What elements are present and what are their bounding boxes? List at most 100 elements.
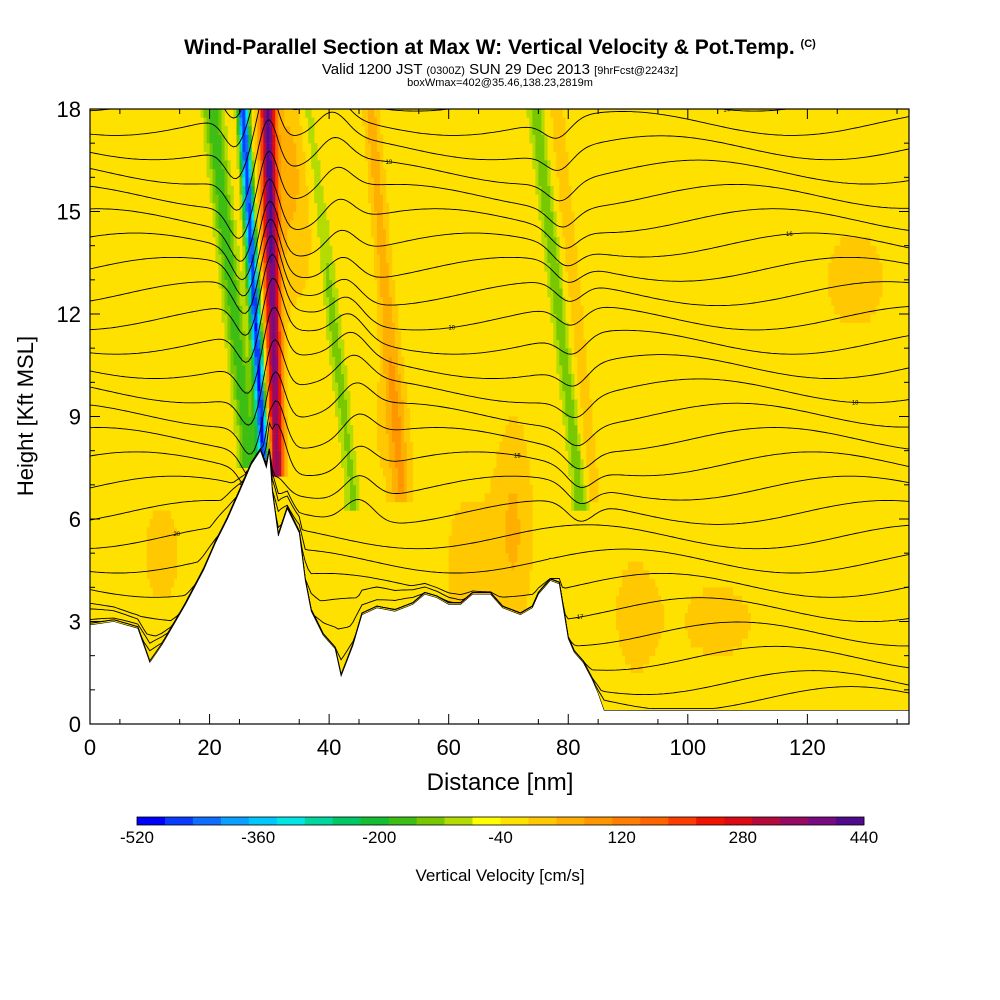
velocity-cell bbox=[514, 476, 518, 486]
velocity-cell bbox=[490, 587, 494, 597]
velocity-cell bbox=[302, 203, 306, 212]
velocity-cell bbox=[460, 578, 464, 588]
velocity-cell bbox=[565, 425, 569, 434]
velocity-cell bbox=[167, 561, 171, 571]
velocity-cell bbox=[654, 630, 659, 639]
velocity-cell bbox=[296, 237, 300, 246]
theta-contour-line bbox=[90, 253, 909, 336]
velocity-cell bbox=[870, 262, 874, 272]
velocity-cell bbox=[344, 408, 348, 417]
velocity-cell bbox=[580, 305, 584, 315]
velocity-cell bbox=[382, 356, 387, 366]
velocity-cell bbox=[828, 279, 832, 289]
velocity-cell bbox=[332, 296, 336, 306]
velocity-cell bbox=[729, 604, 733, 614]
velocity-cell bbox=[376, 185, 381, 195]
velocity-cell bbox=[293, 143, 297, 152]
velocity-cell bbox=[487, 553, 491, 562]
velocity-cell bbox=[846, 237, 850, 246]
velocity-cell bbox=[266, 117, 270, 127]
velocity-cell bbox=[326, 322, 330, 332]
velocity-cell bbox=[583, 484, 587, 494]
velocity-cell bbox=[254, 134, 258, 144]
velocity-cell bbox=[269, 177, 273, 187]
velocity-cell bbox=[460, 527, 464, 537]
velocity-cell bbox=[535, 151, 539, 161]
velocity-cell bbox=[493, 561, 497, 571]
velocity-cell bbox=[397, 493, 402, 503]
velocity-cell bbox=[505, 459, 509, 468]
velocity-cell bbox=[478, 510, 482, 520]
colorbar-swatch bbox=[332, 817, 361, 825]
velocity-cell bbox=[559, 365, 563, 375]
velocity-cell bbox=[526, 459, 530, 468]
velocity-cell bbox=[864, 288, 868, 298]
velocity-cell bbox=[571, 399, 575, 409]
velocity-cell bbox=[374, 126, 378, 135]
velocity-cell bbox=[571, 501, 575, 511]
velocity-cell bbox=[269, 109, 273, 118]
velocity-cell bbox=[616, 595, 620, 605]
velocity-cell bbox=[287, 296, 291, 306]
velocity-cell bbox=[275, 459, 279, 468]
velocity-cell bbox=[227, 160, 231, 170]
velocity-cell bbox=[329, 245, 333, 255]
velocity-cell bbox=[400, 390, 405, 400]
velocity-cell bbox=[843, 245, 847, 255]
velocity-cell bbox=[397, 373, 402, 383]
velocity-cell bbox=[329, 288, 333, 298]
velocity-cell bbox=[379, 151, 384, 161]
velocity-cell bbox=[308, 134, 312, 144]
velocity-cell bbox=[155, 536, 160, 545]
velocity-cell bbox=[625, 630, 629, 639]
velocity-cell bbox=[735, 638, 739, 648]
velocity-cell bbox=[248, 271, 252, 281]
velocity-cell bbox=[634, 578, 638, 588]
velocity-cell bbox=[314, 177, 318, 187]
velocity-cell bbox=[651, 595, 656, 605]
velocity-cell bbox=[472, 561, 476, 571]
velocity-cell bbox=[263, 160, 267, 170]
velocity-cell bbox=[637, 655, 641, 665]
velocity-cell bbox=[628, 655, 632, 665]
velocity-cell bbox=[834, 288, 838, 298]
velocity-cell bbox=[260, 331, 264, 340]
velocity-cell bbox=[493, 536, 497, 545]
velocity-cell bbox=[320, 203, 324, 212]
velocity-cell bbox=[382, 365, 387, 375]
colorbar-tick-label: -40 bbox=[488, 828, 513, 847]
velocity-cell bbox=[161, 578, 165, 588]
velocity-cell bbox=[394, 442, 399, 451]
velocity-cell bbox=[397, 339, 402, 349]
velocity-cell bbox=[619, 587, 623, 597]
velocity-cell bbox=[457, 544, 461, 554]
velocity-cell bbox=[568, 237, 572, 246]
velocity-cell bbox=[532, 151, 536, 161]
velocity-cell bbox=[547, 160, 551, 170]
velocity-cell bbox=[526, 536, 530, 545]
velocity-cell bbox=[248, 296, 252, 306]
velocity-cell bbox=[523, 442, 527, 451]
velocity-cell bbox=[344, 382, 348, 392]
velocity-cell bbox=[155, 527, 160, 537]
velocity-cell bbox=[374, 254, 378, 263]
velocity-cell bbox=[248, 390, 252, 400]
velocity-cell bbox=[837, 305, 841, 315]
velocity-cell bbox=[490, 578, 494, 588]
velocity-cell bbox=[511, 501, 515, 511]
velocity-cell bbox=[245, 322, 249, 332]
colorbar-swatch bbox=[220, 817, 250, 825]
velocity-cell bbox=[403, 467, 408, 477]
velocity-cell bbox=[347, 442, 351, 451]
velocity-cell bbox=[239, 314, 243, 323]
theta-contour-line bbox=[90, 235, 909, 314]
velocity-cell bbox=[242, 382, 246, 392]
velocity-cell bbox=[257, 365, 261, 375]
velocity-cell bbox=[634, 595, 638, 605]
velocity-cell bbox=[562, 390, 566, 400]
velocity-cell bbox=[266, 185, 270, 195]
velocity-cell bbox=[568, 262, 572, 272]
velocity-cell bbox=[332, 331, 336, 340]
velocity-cell bbox=[293, 185, 297, 195]
velocity-cell bbox=[227, 237, 231, 246]
